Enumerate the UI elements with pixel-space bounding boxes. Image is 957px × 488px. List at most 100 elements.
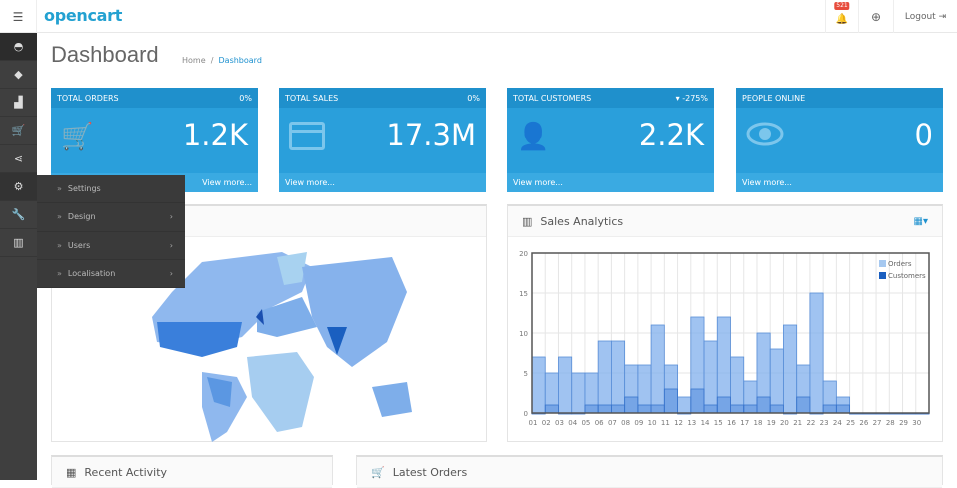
x-tick-label: 06 xyxy=(595,419,604,427)
x-tick-label: 29 xyxy=(899,419,908,427)
bar-customers xyxy=(822,404,837,414)
logout-button[interactable]: Logout ⇥ xyxy=(893,0,957,33)
view-more-link[interactable]: View more... xyxy=(507,173,714,192)
x-tick-label: 07 xyxy=(608,419,617,427)
x-tick-label: 12 xyxy=(674,419,683,427)
eye-icon xyxy=(746,122,784,153)
menu-toggle-button[interactable]: ☰ xyxy=(0,0,37,33)
view-more-link[interactable]: View more... xyxy=(736,173,943,192)
double-chevron-icon: » xyxy=(57,184,62,194)
notifications-button[interactable]: 521 🔔 xyxy=(825,0,858,33)
bell-icon: 🔔 xyxy=(835,14,849,25)
user-icon: 👤 xyxy=(517,122,550,152)
x-tick-label: 25 xyxy=(846,419,855,427)
sidebar-item-catalog[interactable]: ◆ xyxy=(0,61,37,89)
x-tick-label: 15 xyxy=(714,419,723,427)
tile-change: ▾ -275% xyxy=(675,93,708,103)
bar-customers xyxy=(637,404,652,414)
sidebar-item-system[interactable]: ⚙ xyxy=(0,173,37,201)
bar-customers xyxy=(756,396,771,414)
submenu-item-users[interactable]: » Users › xyxy=(37,232,185,260)
menu-label: Settings xyxy=(67,184,101,194)
sidebar-item-sales[interactable]: 🛒 xyxy=(0,117,37,145)
double-chevron-icon: » xyxy=(57,212,62,222)
submenu-item-settings[interactable]: » Settings xyxy=(37,175,185,204)
x-tick-label: 24 xyxy=(833,419,842,427)
sidebar-item-reports[interactable]: ▥ xyxy=(0,229,37,257)
logout-label: Logout xyxy=(904,11,936,22)
india xyxy=(327,327,347,355)
plot-border xyxy=(531,252,930,414)
recent-activity-panel: ▦ Recent Activity xyxy=(51,455,333,488)
x-tick-label: 10 xyxy=(648,419,657,427)
breadcrumb-dashboard[interactable]: Dashboard xyxy=(218,56,262,65)
submenu-item-localisation[interactable]: » Localisation › xyxy=(37,260,185,288)
x-tick-label: 27 xyxy=(873,419,882,427)
x-tick-label: 08 xyxy=(621,419,630,427)
system-submenu: » Settings » Design › » Users › » Localisation… xyxy=(37,175,185,288)
chevron-right-icon: › xyxy=(169,240,173,250)
x-tick-label: 13 xyxy=(687,419,696,427)
panel-header: ▥ Sales Analytics ▦▾ xyxy=(508,206,942,237)
calendar-dropdown-icon[interactable]: ▦▾ xyxy=(913,215,928,227)
x-tick-label: 20 xyxy=(780,419,789,427)
tag-icon: ◆ xyxy=(14,68,23,81)
chevron-right-icon: › xyxy=(169,212,173,222)
x-tick-label: 01 xyxy=(529,419,538,427)
africa xyxy=(247,352,314,432)
bar-orders xyxy=(531,356,546,414)
sidebar-item-marketing[interactable]: ⋖ xyxy=(0,145,37,173)
bar-customers xyxy=(597,404,612,414)
sidebar-item-dashboard[interactable]: ◓ xyxy=(0,33,37,61)
sidebar-item-tools[interactable]: 🔧 xyxy=(0,201,37,229)
x-tick-label: 16 xyxy=(727,419,736,427)
submenu-item-design[interactable]: » Design › xyxy=(37,203,185,232)
bar-customers xyxy=(743,404,758,414)
bar-chart-icon: ▥ xyxy=(13,236,24,249)
sales-analytics-panel: ▥ Sales Analytics ▦▾ 0 5 10 15 20 01 02 03 04 05 06 0… xyxy=(507,204,943,442)
notification-badge: 521 xyxy=(834,2,850,10)
y-tick-label: 0 xyxy=(524,410,528,418)
x-tick-label: 22 xyxy=(806,419,815,427)
legend-label: Customers xyxy=(888,272,926,280)
y-tick-label: 15 xyxy=(519,290,528,298)
logo[interactable]: opencart xyxy=(44,6,123,25)
world-map[interactable] xyxy=(52,237,486,442)
tile-total-sales: TOTAL SALES 0% 17.3M View more... xyxy=(279,88,486,192)
tile-change: 0% xyxy=(467,93,480,103)
bar-customers xyxy=(769,404,784,414)
sidebar-item-extensions[interactable]: ▟ xyxy=(0,89,37,117)
menu-label: Users xyxy=(67,240,91,250)
bar-customers xyxy=(663,388,678,414)
bar-customers xyxy=(624,396,639,414)
cart-icon: 🛒 xyxy=(371,465,385,479)
tile-total-customers: TOTAL CUSTOMERS ▾ -275% 👤 2.2K View more.… xyxy=(507,88,714,192)
brazil xyxy=(207,377,232,407)
bar-customers xyxy=(690,388,705,414)
x-tick-label: 03 xyxy=(555,419,564,427)
bar-orders xyxy=(783,324,798,414)
x-tick-label: 30 xyxy=(912,419,921,427)
panel-header: 🛒 Latest Orders xyxy=(357,457,942,488)
y-tick-label: 10 xyxy=(519,330,528,338)
breadcrumb-home[interactable]: Home xyxy=(182,56,206,65)
sign-out-icon: ⇥ xyxy=(938,11,947,22)
bar-orders xyxy=(650,324,665,414)
bar-orders xyxy=(809,292,824,414)
panel-title: Recent Activity xyxy=(84,465,168,479)
x-tick-label: 09 xyxy=(634,419,643,427)
calendar-icon: ▦ xyxy=(66,465,77,479)
top-header: ☰ opencart 521 🔔 ⊕ Logout ⇥ xyxy=(0,0,957,33)
panel-header: ▦ Recent Activity xyxy=(52,457,332,488)
europe xyxy=(257,297,317,337)
cart-icon: 🛒 xyxy=(61,122,94,152)
y-tick-label: 20 xyxy=(519,250,528,258)
tile-title: PEOPLE ONLINE xyxy=(742,93,806,103)
bar-customers xyxy=(703,404,718,414)
view-more-link[interactable]: View more... xyxy=(279,173,486,192)
usa xyxy=(157,322,242,357)
double-chevron-icon: » xyxy=(57,240,62,250)
help-button[interactable]: ⊕ xyxy=(858,0,893,33)
legend-label: Orders xyxy=(888,260,912,268)
tile-title: TOTAL CUSTOMERS xyxy=(513,93,592,103)
